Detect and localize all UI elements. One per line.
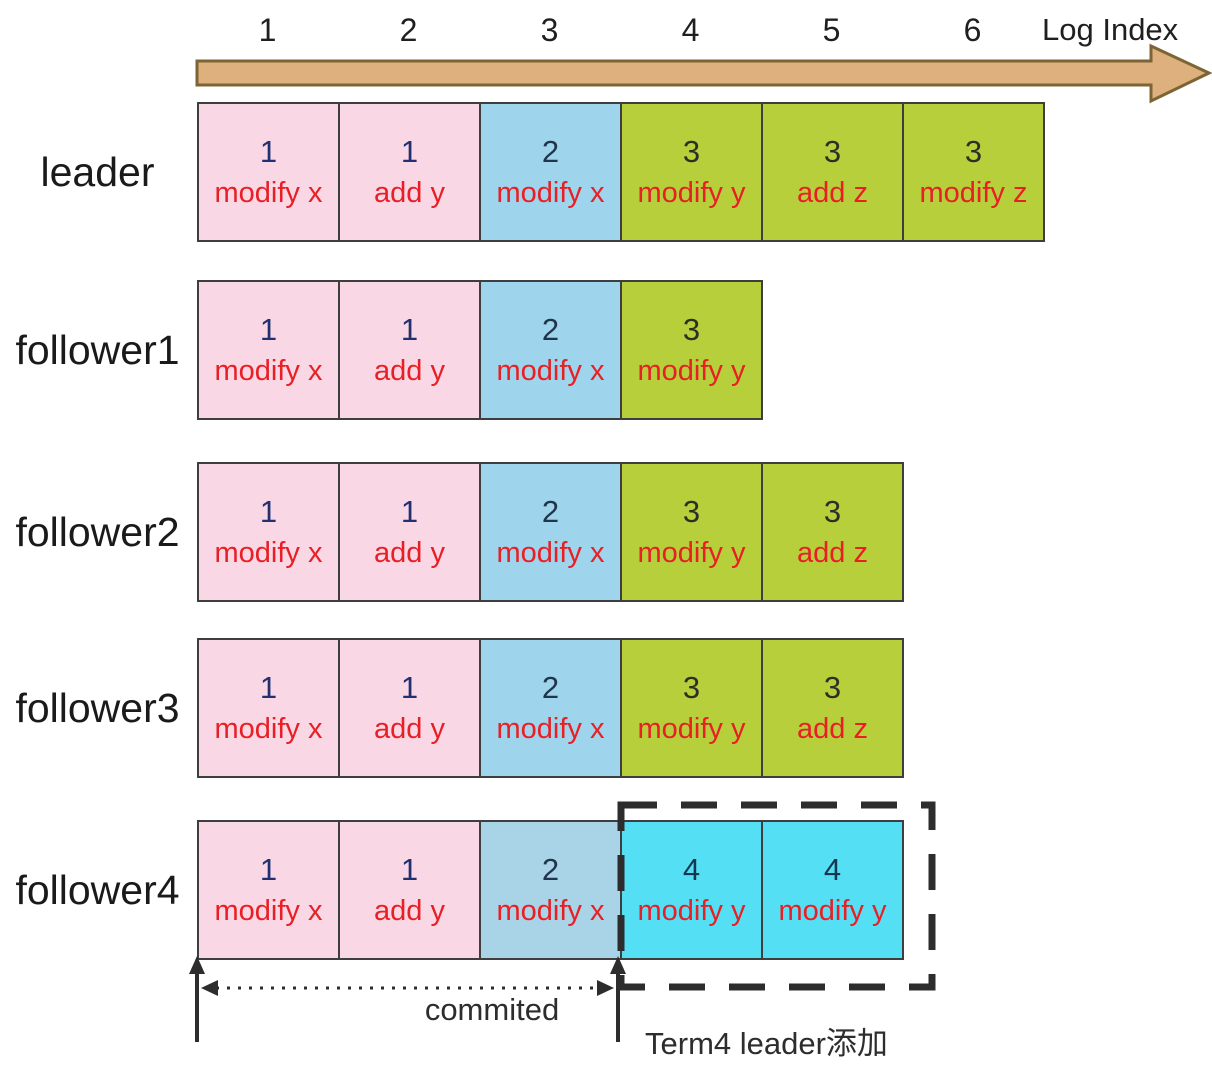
entry-term: 3 xyxy=(682,494,701,529)
entry-operation: modify x xyxy=(214,536,323,569)
entry-operation: modify x xyxy=(496,354,605,387)
log-index-tick: 5 xyxy=(822,12,841,48)
log-entry-cell: 2 modify x xyxy=(479,102,622,242)
log-entry-cell: 1 modify x xyxy=(197,820,340,960)
log-entry-cell: 3 add z xyxy=(761,462,904,602)
log-entry-cell: 4 modify y xyxy=(620,820,763,960)
row-label-follower2: follower2 xyxy=(15,508,180,555)
log-index-axis-label: Log Index xyxy=(1042,12,1179,47)
term4-leader-label: Term4 leader添加 xyxy=(645,1026,888,1061)
entry-operation: modify z xyxy=(919,176,1028,209)
entry-operation: modify x xyxy=(496,894,605,927)
log-index-tick: 6 xyxy=(963,12,982,48)
entry-operation: add y xyxy=(374,354,445,387)
log-index-tick: 4 xyxy=(681,12,700,48)
row-label-leader: leader xyxy=(40,148,155,195)
entry-term: 4 xyxy=(682,852,701,887)
entry-term: 3 xyxy=(823,134,842,169)
log-entry-cell: 3 modify y xyxy=(620,462,763,602)
log-entry-cell: 1 add y xyxy=(338,462,481,602)
row-label-follower4: follower4 xyxy=(15,866,180,913)
entry-term: 3 xyxy=(682,670,701,705)
log-entry-cell: 2 modify x xyxy=(479,462,622,602)
entry-operation: modify x xyxy=(214,712,323,745)
entry-term: 1 xyxy=(400,134,419,169)
entry-term: 1 xyxy=(259,494,278,529)
entry-term: 1 xyxy=(400,852,419,887)
log-entry-cell: 1 modify x xyxy=(197,102,340,242)
entry-operation: modify x xyxy=(214,354,323,387)
entry-term: 2 xyxy=(541,670,560,705)
committed-label: commited xyxy=(424,992,560,1027)
log-entry-cell: 1 modify x xyxy=(197,280,340,420)
log-entry-cell: 1 add y xyxy=(338,102,481,242)
entry-operation: modify y xyxy=(637,894,746,927)
entry-operation: modify x xyxy=(214,894,323,927)
entry-term: 3 xyxy=(682,312,701,347)
entry-term: 2 xyxy=(541,852,560,887)
entry-operation: add y xyxy=(374,176,445,209)
log-entry-cell: 1 add y xyxy=(338,638,481,778)
entry-operation: add y xyxy=(374,894,445,927)
entry-term: 2 xyxy=(541,494,560,529)
entry-term: 3 xyxy=(964,134,983,169)
entry-term: 1 xyxy=(259,852,278,887)
log-entry-cell: 4 modify y xyxy=(761,820,904,960)
entry-operation: add y xyxy=(374,712,445,745)
entry-term: 1 xyxy=(259,312,278,347)
entry-term: 1 xyxy=(259,670,278,705)
entry-operation: modify x xyxy=(214,176,323,209)
entry-operation: modify x xyxy=(496,176,605,209)
entry-operation: add z xyxy=(797,712,868,745)
log-entry-cell: 2 modify x xyxy=(479,638,622,778)
entry-term: 1 xyxy=(400,670,419,705)
entry-operation: modify y xyxy=(637,536,746,569)
log-entry-cell: 3 modify z xyxy=(902,102,1045,242)
entry-term: 1 xyxy=(400,312,419,347)
log-index-tick: 1 xyxy=(258,12,277,48)
entry-term: 3 xyxy=(823,494,842,529)
log-entry-cell: 1 add y xyxy=(338,820,481,960)
entry-term: 3 xyxy=(682,134,701,169)
log-entry-cell: 1 modify x xyxy=(197,638,340,778)
log-index-tick: 2 xyxy=(399,12,418,48)
log-entry-cell: 2 modify x xyxy=(479,820,622,960)
entry-operation: add z xyxy=(797,176,868,209)
log-entry-cell: 2 modify x xyxy=(479,280,622,420)
row-label-follower1: follower1 xyxy=(15,326,180,373)
entry-operation: modify y xyxy=(637,712,746,745)
entry-operation: modify x xyxy=(496,712,605,745)
entry-operation: add y xyxy=(374,536,445,569)
entry-operation: modify y xyxy=(778,894,887,927)
log-entry-cell: 3 modify y xyxy=(620,102,763,242)
log-entry-cell: 1 modify x xyxy=(197,462,340,602)
entry-operation: modify y xyxy=(637,176,746,209)
entry-term: 1 xyxy=(259,134,278,169)
log-entry-cell: 1 add y xyxy=(338,280,481,420)
entry-operation: modify y xyxy=(637,354,746,387)
log-entry-cell: 3 add z xyxy=(761,638,904,778)
entry-term: 2 xyxy=(541,312,560,347)
log-entry-cell: 3 add z xyxy=(761,102,904,242)
entry-operation: add z xyxy=(797,536,868,569)
log-entry-cell: 3 modify y xyxy=(620,638,763,778)
row-label-follower3: follower3 xyxy=(15,684,180,731)
log-index-tick: 3 xyxy=(540,12,559,48)
entry-term: 3 xyxy=(823,670,842,705)
entry-term: 2 xyxy=(541,134,560,169)
committed-start-marker xyxy=(189,956,205,1042)
entry-operation: modify x xyxy=(496,536,605,569)
log-entry-cell: 3 modify y xyxy=(620,280,763,420)
entry-term: 4 xyxy=(823,852,842,887)
entry-term: 1 xyxy=(400,494,419,529)
